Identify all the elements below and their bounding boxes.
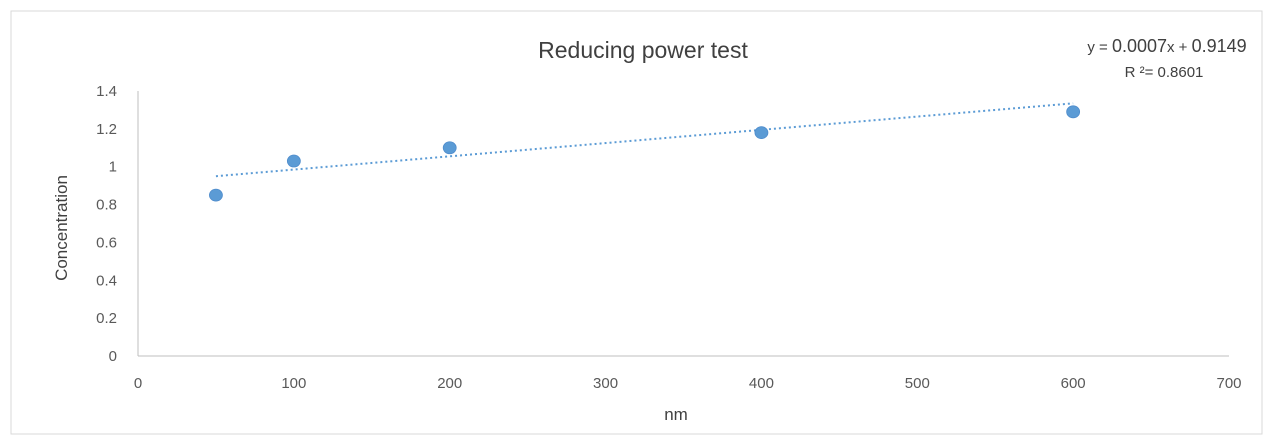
x-tick-label: 100 (281, 375, 306, 392)
equation-part-3: x + (1167, 39, 1192, 56)
y-axis-title: Concentration (52, 175, 71, 281)
data-point (442, 141, 457, 155)
x-tick-label: 500 (905, 375, 930, 392)
chart-title: Reducing power test (538, 37, 748, 63)
data-point (1066, 105, 1081, 119)
y-tick-label: 0.8 (96, 197, 117, 214)
chart-area-border (10, 10, 1263, 435)
y-tick-label: 1.2 (96, 121, 117, 138)
x-tick-label: 600 (1061, 375, 1086, 392)
equation-intercept: 0.9149 (1192, 36, 1247, 56)
y-tick-label: 0.4 (96, 272, 117, 289)
equation-part-1: y = (1087, 39, 1112, 56)
x-tick-label: 300 (593, 375, 618, 392)
x-tick-label: 200 (437, 375, 462, 392)
y-tick-label: 1.4 (96, 83, 117, 100)
y-tick-label: 1 (109, 159, 117, 176)
y-tick-label: 0 (109, 348, 117, 365)
x-tick-label: 700 (1216, 375, 1241, 392)
data-point (209, 188, 223, 202)
equation-slope: 0.0007 (1112, 36, 1167, 56)
data-point (754, 126, 769, 140)
trendline (215, 102, 1074, 178)
r-squared-label: R ²= 0.8601 (1125, 64, 1204, 81)
y-tick-label: 0.2 (96, 310, 117, 327)
x-tick-label: 0 (134, 375, 142, 392)
x-tick-label: 400 (749, 375, 774, 392)
x-axis-title: nm (664, 405, 688, 424)
trendline-layer (215, 102, 1074, 178)
axes: 0 0.2 0.4 0.6 0.8 1 1.2 1.4 0 100 200 300 400 500 600 7… (96, 83, 1241, 392)
data-point (286, 154, 301, 168)
trendline-equation: y = 0.0007x + 0.9149 (1087, 36, 1246, 56)
y-tick-label: 0.6 (96, 234, 117, 251)
data-points (209, 105, 1081, 202)
